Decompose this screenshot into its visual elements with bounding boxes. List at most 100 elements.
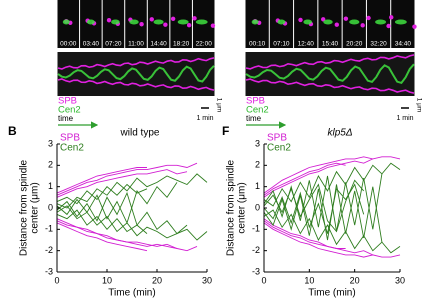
spb-spot — [163, 22, 168, 27]
timestamp: 00:00 — [60, 41, 77, 48]
spb-spot — [192, 16, 197, 21]
y-axis-label: Distance from spindle — [226, 159, 237, 256]
y-tick-label: 3 — [48, 138, 53, 148]
cen2-signal — [394, 19, 407, 25]
cen2-signal — [195, 19, 208, 25]
timestamp: 07:20 — [105, 41, 122, 48]
x-tick-label: 20 — [152, 275, 162, 285]
scale-time: 1 min — [196, 115, 213, 122]
x-axis-label: Time (min) — [308, 288, 355, 299]
spb-spot — [360, 23, 365, 28]
spb-spot — [139, 22, 144, 27]
panel-letter: F — [222, 124, 229, 138]
y-tick-label: -3 — [252, 266, 260, 276]
trace — [56, 220, 198, 252]
cen2-signal — [277, 19, 286, 25]
trace — [56, 183, 148, 205]
cen2-signal — [153, 19, 164, 25]
kymograph — [57, 52, 215, 96]
cen2-signal — [86, 19, 95, 25]
y-axis-label: Distance from spindle — [19, 159, 30, 256]
y-axis-label: center (μm) — [237, 182, 248, 233]
legend-label: Cen2 — [58, 105, 81, 116]
trace — [263, 162, 346, 196]
x-axis-label: Time (min) — [108, 288, 155, 299]
cen2-signal — [111, 19, 120, 25]
cen2-signal — [129, 19, 139, 25]
spb-spot — [366, 15, 371, 21]
kymo-cen2 — [57, 65, 215, 83]
trace — [263, 220, 346, 249]
chart-title: wild type — [120, 128, 160, 139]
trace — [263, 162, 401, 207]
trace — [263, 218, 373, 256]
scale-space: 1 μm — [415, 98, 422, 113]
spb-spot — [210, 23, 216, 28]
x-tick-label: 30 — [202, 275, 212, 285]
legend-label: SPB — [58, 96, 77, 107]
trace — [263, 184, 383, 243]
trace — [56, 162, 198, 196]
cen2-signal — [177, 19, 189, 25]
y-tick-label: -2 — [252, 245, 260, 255]
legend-label: Cen2 — [60, 143, 84, 154]
x-tick-label: 10 — [304, 275, 314, 285]
spb-spot — [170, 16, 176, 21]
spb-spot — [186, 23, 192, 28]
legend-label: Cen2 — [267, 143, 291, 154]
trace — [263, 156, 401, 194]
timestamp: 15:40 — [322, 41, 339, 48]
legend-label: Cen2 — [246, 105, 269, 116]
timestamp: 14:40 — [150, 41, 167, 48]
spb-spot — [412, 24, 417, 29]
spb-spot — [334, 22, 339, 27]
kymo-spb — [245, 54, 415, 70]
cen2-signal — [375, 19, 387, 25]
spb-spot — [298, 17, 303, 23]
x-tick-label: 0 — [54, 275, 59, 285]
panel-letter: B — [8, 124, 17, 138]
trace — [56, 169, 188, 198]
trace — [263, 222, 401, 258]
y-tick-label: -3 — [45, 266, 53, 276]
timestamp: 11:00 — [128, 41, 144, 48]
cen2-signal — [323, 19, 333, 25]
chart-title: klp5Δ — [327, 128, 352, 139]
trace — [56, 209, 148, 234]
timestamp: 34:40 — [395, 41, 412, 48]
trace — [263, 179, 365, 233]
timestamp: 22:00 — [196, 41, 213, 48]
scale-space: 1 μm — [215, 98, 222, 113]
y-tick-label: 0 — [48, 202, 53, 212]
kymo-spb — [245, 78, 415, 94]
timestamp: 20:20 — [346, 41, 363, 48]
cen2-signal — [62, 19, 70, 25]
time-label: time — [58, 114, 74, 123]
spb-spot — [321, 17, 326, 22]
kymo-cen2 — [245, 63, 415, 85]
y-tick-label: -1 — [45, 224, 53, 234]
y-axis-label: center (μm) — [30, 182, 41, 233]
timestamp: 18:20 — [173, 41, 190, 48]
kymo-spb — [57, 57, 215, 70]
legend-label: SPB — [246, 96, 265, 107]
trace — [56, 173, 208, 209]
timestamp: 32:20 — [370, 41, 387, 48]
y-tick-label: 0 — [255, 202, 260, 212]
spb-spot — [389, 15, 394, 20]
y-tick-label: -1 — [252, 224, 260, 234]
cen2-signal — [251, 19, 259, 25]
spb-spot — [106, 18, 112, 23]
spb-spot — [386, 23, 391, 29]
spb-spot — [149, 17, 154, 22]
trace — [56, 205, 208, 241]
timestamp: 00:10 — [249, 41, 266, 48]
y-tick-label: 1 — [255, 181, 260, 191]
trace — [56, 182, 178, 225]
kymograph — [245, 52, 415, 96]
spb-spot — [343, 16, 349, 21]
cen2-signal — [349, 19, 360, 25]
y-tick-label: 1 — [48, 181, 53, 191]
timestamp: 07:10 — [273, 41, 290, 48]
